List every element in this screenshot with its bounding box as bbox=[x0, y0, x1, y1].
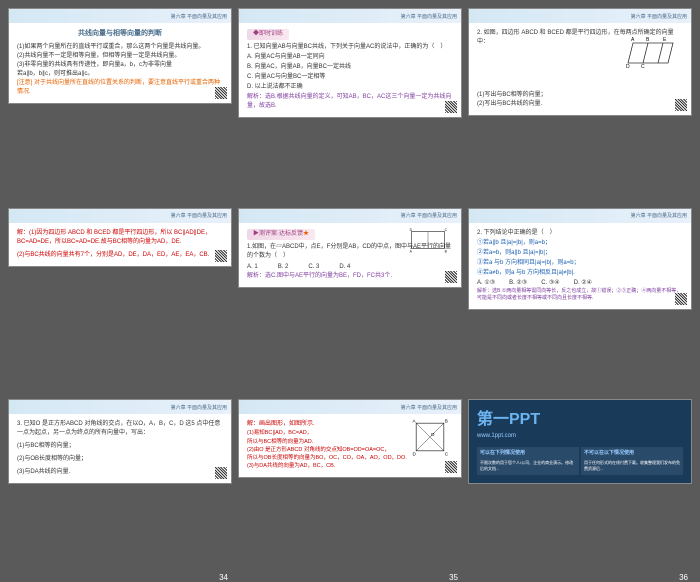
slide-body: ◆即时训练 1. 已知向量AB与向量BC共线，下列关于向量AC的说法中，正确的为（… bbox=[239, 23, 461, 117]
option: B. 向量AC，向量AB，向量BC一定共线 bbox=[247, 63, 453, 72]
option: ③若a 与b 方向相同且|a|=|b|，则a=b； bbox=[477, 259, 683, 268]
slide-32: 第六章 平面向量及其应用▶测评案·达标反馈★1.如图，在▱ABCD中，点E，F分… bbox=[238, 208, 462, 288]
answer: 解析：选B.①两向量相等需同向等长，反之也成立，故①错误；②③正确；④两向量不相… bbox=[477, 288, 683, 303]
answer-2: (2)与BC共线的向量共有7个，分别是AD，DE，DA，ED，AE，EA，CB. bbox=[17, 251, 223, 260]
option: D. 以上说法都不正确 bbox=[247, 83, 453, 92]
slide-body: 共线向量与相等向量的判断 (1)如果两个向量所在的直线平行或重合，那么这两个向量是… bbox=[9, 23, 231, 103]
text-line: (3)非零向量的共线具有传递性，即向量a，b，c为非零向量 bbox=[17, 61, 223, 70]
slide-body: 第一PPTwww.1ppt.com 可以在下列情况使用不限次数的用于您个人/公司、… bbox=[469, 400, 691, 483]
question: 1. 已知向量AB与向量BC共线，下列关于向量AC的说法中，正确的为（ ） bbox=[247, 43, 453, 52]
option: C. 3 bbox=[308, 263, 319, 272]
diagram: D C A B bbox=[403, 227, 453, 253]
option: D. 4 bbox=[339, 263, 350, 272]
slide-title: 共线向量与相等向量的判断 bbox=[17, 29, 223, 40]
slide-number: 34 bbox=[219, 573, 228, 582]
qr-icon bbox=[215, 467, 227, 479]
option: C. 向量AC与向量BC一定相等 bbox=[247, 73, 453, 82]
sub-question: (1)写出与BC相等的向量； bbox=[477, 91, 683, 100]
slide-header: 第六章 平面向量及其应用 bbox=[9, 209, 231, 223]
col-allowed: 可以在下列情况使用不限次数的用于您个人/公司、企业的商业演示。修改后的文档... bbox=[477, 447, 579, 475]
answer-line: (3)与DA共线的向量为AD，BC，CB. bbox=[247, 462, 453, 470]
question: 2. 下列结论中正确的是（ ） bbox=[477, 229, 683, 238]
option: A. 1 bbox=[247, 263, 258, 272]
answer: 解析：选B.根据共线向量的定义，可知AB，BC，AC这三个向量一定为共线向量，故… bbox=[247, 93, 453, 111]
section-header: ▶测评案·达标反馈★ bbox=[247, 229, 315, 240]
section-header: ◆即时训练 bbox=[247, 29, 289, 40]
svg-text:B: B bbox=[646, 37, 650, 43]
svg-text:C: C bbox=[641, 64, 645, 70]
option: A. ①③ bbox=[477, 279, 495, 288]
svg-text:O: O bbox=[431, 432, 435, 437]
subtitle: www.1ppt.com bbox=[477, 432, 683, 441]
svg-text:D: D bbox=[413, 452, 417, 457]
option: B. ②③ bbox=[509, 279, 527, 288]
slide-body: ▶测评案·达标反馈★1.如图，在▱ABCD中，点E，F分别是AB，CD的中点，图… bbox=[239, 223, 461, 287]
slide-header: 第六章 平面向量及其应用 bbox=[239, 209, 461, 223]
answer: 解析：选C.图中与AE平行的向量为BE，FD，FC共3个. bbox=[247, 272, 453, 281]
slide-header: 第六章 平面向量及其应用 bbox=[239, 400, 461, 414]
diagram: A B E D C bbox=[623, 33, 683, 73]
svg-text:B: B bbox=[445, 419, 448, 424]
slide-34: 第六章 平面向量及其应用 3. 已知O 是正方形ABCD 对角线的交点，在以O，A… bbox=[8, 399, 232, 484]
slide-number: 36 bbox=[679, 573, 688, 582]
svg-text:A: A bbox=[413, 419, 417, 424]
slide-28: 第六章 平面向量及其应用共线向量与相等向量的判断 (1)如果两个向量所在的直线平行… bbox=[8, 8, 232, 104]
svg-text:C: C bbox=[445, 227, 448, 231]
sub-question: (2)与OB长度相等的向量； bbox=[17, 455, 223, 464]
star-icon: ★ bbox=[303, 231, 309, 237]
diagram: A B C D O bbox=[407, 414, 453, 460]
sub-question: (2)写出与BC共线的向量. bbox=[477, 100, 683, 109]
info-table: 可以在下列情况使用不限次数的用于您个人/公司、企业的商业演示。修改后的文档...… bbox=[477, 447, 683, 475]
option: D. ②④ bbox=[574, 279, 592, 288]
option: ④若a≠b，则a 与b 方向相反且|a|≠|b|. bbox=[477, 269, 683, 278]
slide-body: 2. 下列结论中正确的是（ ）①若a∥b 且|a|=|b|，则a=b；②若a=b… bbox=[469, 223, 691, 309]
slide-header: 第六章 平面向量及其应用 bbox=[9, 400, 231, 414]
svg-text:A: A bbox=[410, 249, 413, 253]
svg-text:E: E bbox=[663, 37, 667, 43]
qr-icon bbox=[675, 99, 687, 111]
slide-header: 第六章 平面向量及其应用 bbox=[9, 9, 231, 23]
option: ②若a=b，则a∥b 且|a|=|b|； bbox=[477, 249, 683, 258]
qr-icon bbox=[675, 293, 687, 305]
qr-icon bbox=[445, 101, 457, 113]
qr-icon bbox=[445, 271, 457, 283]
slide-body: 3. 已知O 是正方形ABCD 对角线的交点，在以O，A，B，C，D 这5 点中… bbox=[9, 414, 231, 483]
qr-icon bbox=[215, 87, 227, 99]
slide-29: 第六章 平面向量及其应用 ◆即时训练 1. 已知向量AB与向量BC共线，下列关于向量… bbox=[238, 8, 462, 118]
slide-36: 第一PPTwww.1ppt.com 可以在下列情况使用不限次数的用于您个人/公司、… bbox=[468, 399, 692, 484]
col-not-allowed: 不可以在以下情况使用用于任何形式的在线付费下载。收集整理我们发布的免费资源后..… bbox=[581, 447, 683, 475]
slide-body: 解：画出图形，如图所示.ABCDO(1)易知BC∥AD，BC=AD，所以与BC相… bbox=[239, 414, 461, 476]
sub-question: (1)与BC相等的向量； bbox=[17, 442, 223, 451]
option: C. ③④ bbox=[541, 279, 559, 288]
slide-31: 第六章 平面向量及其应用解：(1)因为四边形 ABCD 和 BCED 都是平行四… bbox=[8, 208, 232, 267]
svg-text:A: A bbox=[631, 37, 635, 43]
note: [注意] 对于共线向量所在直线的位置关系的判断，要注意直线平行或重合两种情况. bbox=[17, 79, 223, 97]
qr-icon bbox=[445, 461, 457, 473]
question: 3. 已知O 是正方形ABCD 对角线的交点，在以O，A，B，C，D 这5 点中… bbox=[17, 420, 223, 438]
text-line: (1)如果两个向量所在的直线平行或重合，那么这两个向量是共线向量。 bbox=[17, 43, 223, 52]
text-line: (2)共线向量不一定是相等向量，但相等向量一定是共线向量。 bbox=[17, 52, 223, 61]
option: ①若a∥b 且|a|=|b|，则a=b； bbox=[477, 239, 683, 248]
svg-text:B: B bbox=[445, 249, 448, 253]
svg-text:D: D bbox=[410, 227, 413, 231]
text-line: 若a∥b，b∥c，则可推出a∥c。 bbox=[17, 70, 223, 79]
qr-icon bbox=[215, 250, 227, 262]
slide-33: 第六章 平面向量及其应用2. 下列结论中正确的是（ ）①若a∥b 且|a|=|b… bbox=[468, 208, 692, 310]
slide-header: 第六章 平面向量及其应用 bbox=[469, 9, 691, 23]
slide-header: 第六章 平面向量及其应用 bbox=[469, 209, 691, 223]
slide-number: 35 bbox=[449, 573, 458, 582]
svg-text:C: C bbox=[445, 452, 449, 457]
slide-35: 第六章 平面向量及其应用解：画出图形，如图所示.ABCDO(1)易知BC∥AD，… bbox=[238, 399, 462, 477]
sub-question: (3)与DA共线的向量. bbox=[17, 468, 223, 477]
slide-header: 第六章 平面向量及其应用 bbox=[239, 9, 461, 23]
option: A. 向量AC与向量AB一定同向 bbox=[247, 53, 453, 62]
answer-1: 解：(1)因为四边形 ABCD 和 BCED 都是平行四边形，所以 BC∥AD∥… bbox=[17, 229, 223, 247]
logo: 第一PPT bbox=[477, 408, 683, 432]
slide-30: 第六章 平面向量及其应用2. 如图，四边形 ABCD 和 BCED 都是平行四边… bbox=[468, 8, 692, 116]
svg-text:D: D bbox=[626, 64, 630, 70]
slide-body: 解：(1)因为四边形 ABCD 和 BCED 都是平行四边形，所以 BC∥AD∥… bbox=[9, 223, 231, 266]
slide-body: 2. 如图，四边形 ABCD 和 BCED 都是平行四边形，在每两点所确定的向量… bbox=[469, 23, 691, 115]
option: B. 2 bbox=[278, 263, 289, 272]
